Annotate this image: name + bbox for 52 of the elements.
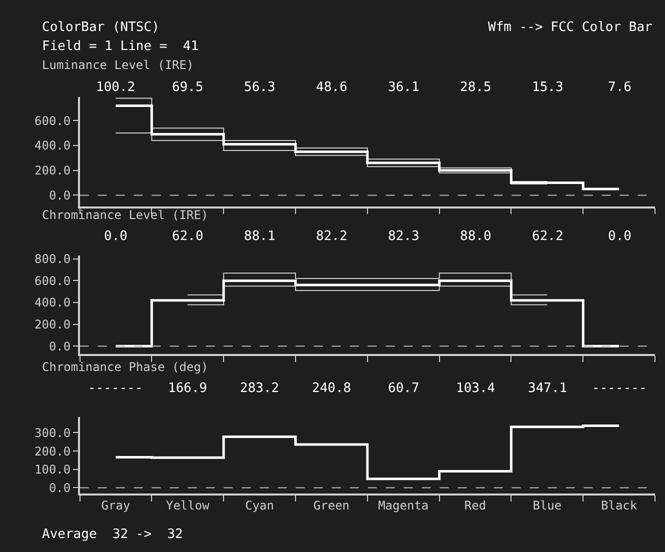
text: 283.2 bbox=[240, 381, 280, 396]
text: 347.1 bbox=[528, 381, 568, 396]
y-tick-label: 200.0 bbox=[34, 318, 71, 332]
y-tick-label: 800.0 bbox=[34, 252, 71, 266]
text: 0.0 bbox=[608, 229, 632, 244]
text: Average 32 -> 32 bbox=[42, 527, 183, 542]
text: 103.4 bbox=[456, 381, 496, 396]
text: 62.2 bbox=[532, 229, 564, 244]
y-tick-label: 100.0 bbox=[34, 462, 71, 477]
text: 166.9 bbox=[168, 381, 208, 396]
text: 88.0 bbox=[460, 229, 492, 244]
text: 15.3 bbox=[532, 80, 564, 95]
text: 28.5 bbox=[460, 80, 492, 95]
text: 0.0 bbox=[104, 229, 128, 244]
text: ColorBar (NTSC) bbox=[42, 20, 160, 35]
x-tick-label: Gray bbox=[101, 498, 130, 513]
text: ------- bbox=[592, 381, 647, 396]
x-tick-label: Cyan bbox=[245, 498, 274, 513]
y-tick-label: 200.0 bbox=[34, 444, 71, 458]
x-tick-label: Blue bbox=[532, 498, 562, 513]
y-tick-label: 0.0 bbox=[48, 339, 71, 354]
x-tick-label: Green bbox=[313, 498, 350, 513]
text: Wfm --> FCC Color Bar bbox=[488, 20, 653, 35]
y-tick-label: 200.0 bbox=[34, 164, 71, 178]
y-tick-label: 300.0 bbox=[34, 426, 71, 440]
text: ------- bbox=[88, 381, 143, 396]
y-tick-label: 400.0 bbox=[34, 296, 71, 310]
x-tick-label: Magenta bbox=[378, 498, 429, 513]
text: 36.1 bbox=[388, 80, 420, 95]
y-tick-label: 0.0 bbox=[48, 480, 71, 495]
chart-title: Chrominance Phase (deg) bbox=[42, 360, 208, 374]
x-tick-label: Black bbox=[601, 498, 638, 513]
y-tick-label: 600.0 bbox=[34, 274, 71, 288]
text: 48.6 bbox=[316, 80, 348, 95]
y-tick-label: 400.0 bbox=[34, 138, 71, 153]
text: 82.2 bbox=[316, 229, 348, 244]
text: 7.6 bbox=[608, 80, 632, 95]
y-tick-label: 0.0 bbox=[48, 188, 71, 202]
chart-title: Chrominance Level (IRE) bbox=[42, 208, 208, 222]
text: 69.5 bbox=[172, 80, 204, 95]
text: Field = 1 Line = 41 bbox=[42, 39, 199, 54]
chart-title: Luminance Level (IRE) bbox=[42, 58, 194, 72]
text: 62.0 bbox=[172, 229, 204, 244]
x-tick-label: Yellow bbox=[166, 498, 210, 513]
text: 56.3 bbox=[244, 80, 276, 95]
text: 60.7 bbox=[388, 381, 420, 396]
y-tick-label: 600.0 bbox=[34, 114, 71, 128]
text: 88.1 bbox=[244, 229, 276, 244]
text: 240.8 bbox=[312, 381, 352, 396]
text: 82.3 bbox=[388, 229, 420, 244]
text: 100.2 bbox=[96, 80, 136, 95]
x-tick-label: Red bbox=[464, 498, 486, 513]
